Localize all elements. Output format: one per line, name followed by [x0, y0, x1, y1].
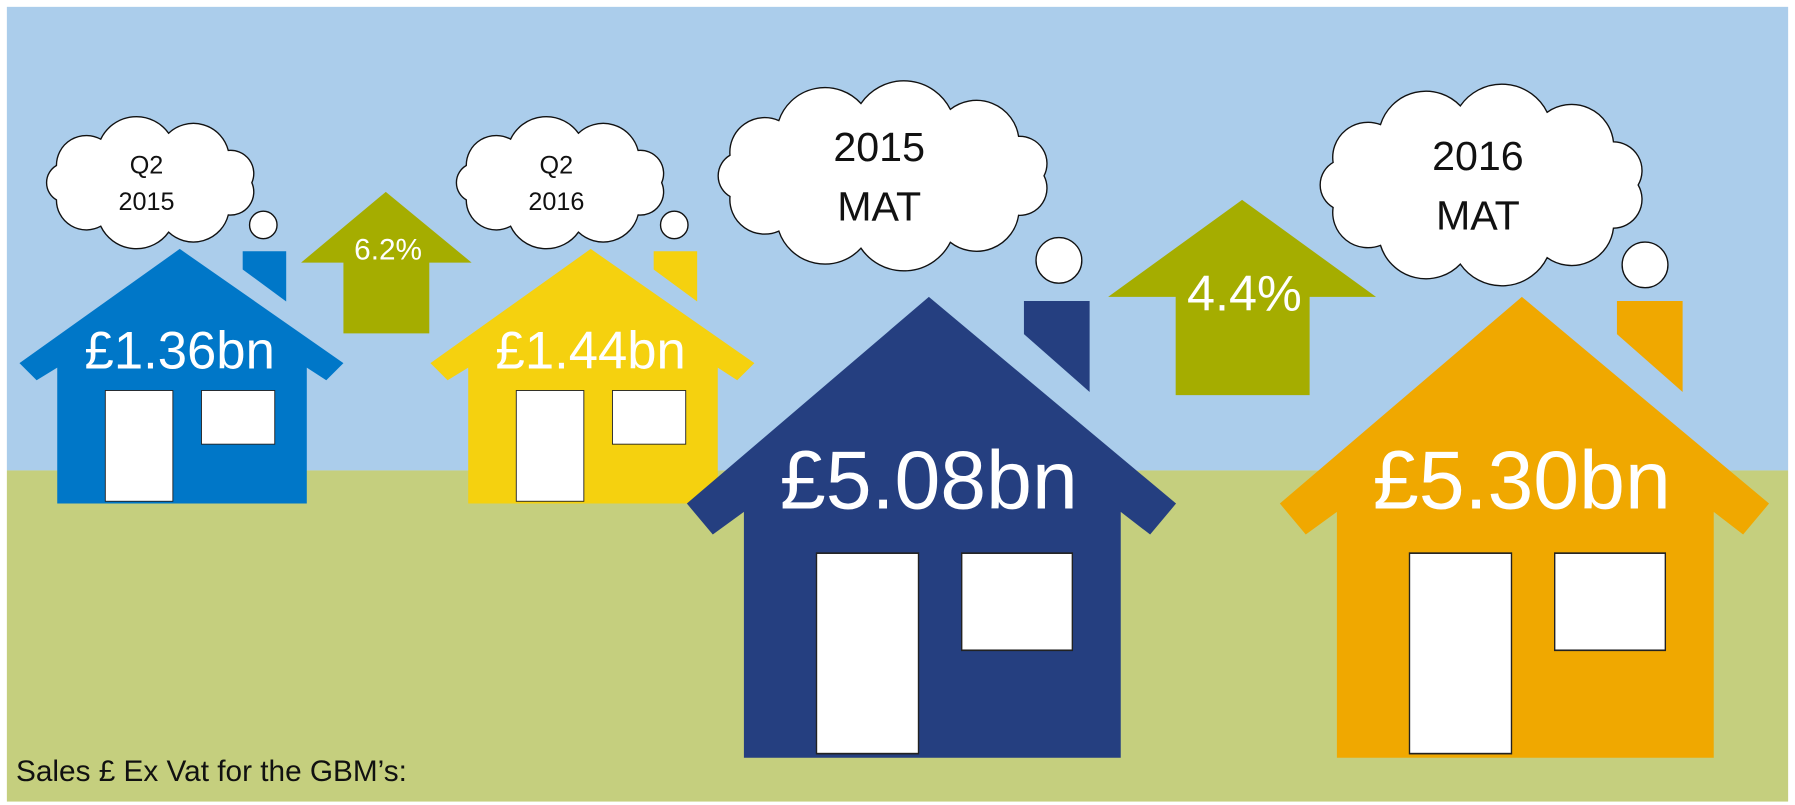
growth-label: 4.4%: [1187, 264, 1302, 321]
cloud-label: Q2: [540, 152, 574, 180]
smoke-puff: [1622, 242, 1668, 288]
cloud-label: 2015: [833, 124, 925, 170]
window: [962, 553, 1073, 650]
infographic: Sales £ Ex Vat for the GBM’s: £1.36bn Q2 2…: [0, 0, 1795, 805]
door: [1409, 553, 1511, 753]
cloud-label: 2016: [528, 188, 584, 216]
growth-label: 6.2%: [354, 234, 422, 267]
smoke-puff: [661, 211, 688, 238]
door: [105, 391, 173, 502]
caption: Sales £ Ex Vat for the GBM’s:: [16, 755, 407, 788]
window: [1555, 553, 1666, 650]
house-value: £1.36bn: [85, 321, 275, 380]
smoke-puff: [1036, 238, 1082, 284]
window: [201, 391, 274, 445]
cloud-label: 2016: [1432, 133, 1524, 179]
house-value: £1.44bn: [496, 321, 686, 380]
house-value: £5.30bn: [1373, 434, 1671, 526]
cloud-label: Q2: [130, 152, 164, 180]
window: [612, 391, 685, 445]
cloud-label: MAT: [837, 183, 921, 229]
cloud-label: MAT: [1436, 193, 1520, 239]
door: [817, 553, 919, 753]
smoke-puff: [250, 211, 277, 238]
house-value: £5.08bn: [780, 434, 1078, 526]
door: [516, 391, 584, 502]
cloud-label: 2015: [119, 188, 175, 216]
